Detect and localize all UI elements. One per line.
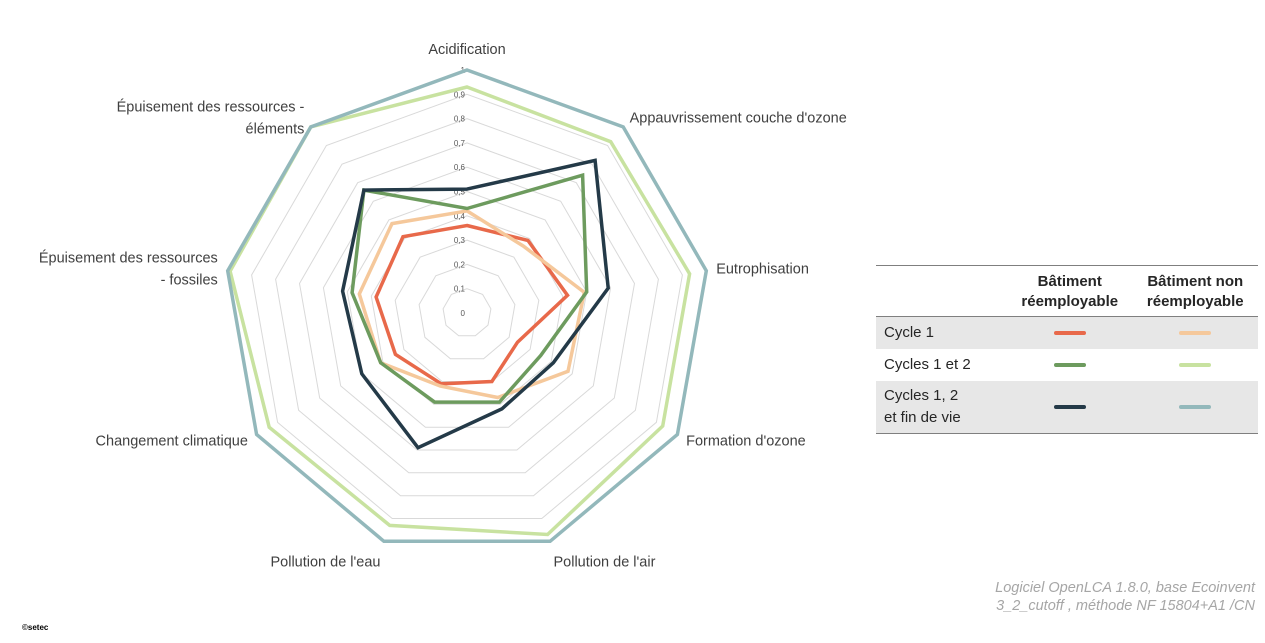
tick-label: 0,1 — [454, 285, 466, 294]
legend-table: Bâtiment réemployable Bâtiment non réemp… — [876, 265, 1258, 434]
legend-row-cycles-1-2-fin-de-vie: Cycles 1, 2 et fin de vie — [876, 381, 1258, 434]
series-line-5 — [225, 68, 709, 544]
source-note-line-2: 3_2_cutoff , méthode NF 15804+A1 /CN — [996, 598, 1255, 614]
tick-label: 0 — [461, 309, 466, 318]
grid-ring — [442, 288, 492, 337]
tick-label: 0,6 — [454, 163, 466, 172]
tick-label: 0,3 — [454, 236, 466, 245]
copyright-label: ©setec — [22, 623, 49, 632]
legend-row-label: Cycle 1 — [876, 316, 1007, 349]
axis-label: Épuisement des ressources -éléments — [117, 99, 305, 138]
tick-label: 0,2 — [454, 260, 466, 269]
legend-row-label: Cycles 1 et 2 — [884, 356, 971, 373]
series-line-4 — [340, 158, 611, 450]
series-line-1 — [357, 209, 587, 400]
axis-label: Pollution de l'air — [554, 555, 656, 571]
legend-row-cycle-1: Cycle 1 — [876, 316, 1258, 349]
legend-swatch-nonreuse-fin-de-vie — [1179, 405, 1212, 410]
radar-series — [225, 68, 709, 544]
legend-swatch-reuse-cycle-1 — [1053, 331, 1086, 336]
axis-label: Appauvrissement couche d'ozone — [630, 111, 847, 127]
legend-header-reuse: Bâtiment réemployable — [1007, 265, 1133, 317]
axis-label: Acidification — [428, 42, 505, 58]
tick-label: 0,7 — [454, 139, 466, 148]
axis-label: Changement climatique — [96, 434, 248, 450]
legend-row-cycles-1-2: Cycles 1 et 2 — [876, 349, 1258, 381]
legend-swatch-reuse-cycles-1-2 — [1053, 363, 1086, 368]
source-note: Logiciel OpenLCA 1.8.0, base Ecoinvent 3… — [995, 579, 1255, 615]
source-note-line-1: Logiciel OpenLCA 1.8.0, base Ecoinvent — [995, 580, 1255, 596]
tick-label: 0,9 — [454, 90, 466, 99]
grid-ring — [251, 93, 683, 519]
legend-swatch-nonreuse-cycles-1-2 — [1179, 363, 1212, 368]
tick-label: 0,8 — [454, 115, 466, 124]
legend-swatch-reuse-fin-de-vie — [1053, 405, 1086, 410]
series-line-2 — [350, 172, 589, 404]
tick-label: 0,4 — [454, 212, 466, 221]
series-line-0 — [374, 223, 570, 386]
axis-label: Formation d'ozone — [686, 434, 806, 450]
axis-label: Pollution de l'eau — [271, 555, 381, 571]
grid-ring — [346, 190, 588, 428]
grid-ring — [298, 142, 636, 474]
tick-label: 0,5 — [454, 188, 466, 197]
radar-tick-labels: 00,10,20,30,40,50,60,70,80,91 — [454, 66, 466, 318]
grid-ring — [275, 118, 659, 497]
legend-header-nonreuse: Bâtiment non réemployable — [1132, 265, 1258, 317]
grid-ring — [394, 239, 540, 382]
axis-label: Épuisement des ressources - fossiles — [39, 250, 218, 289]
grid-ring — [418, 263, 516, 360]
axis-label: Eutrophisation — [716, 262, 809, 278]
radar-axis-labels: Acidification Appauvrissement couche d'oz… — [39, 42, 847, 571]
legend-row-label: Cycles 1, 2 et fin de vie — [876, 381, 1007, 434]
legend-header-row: Bâtiment réemployable Bâtiment non réemp… — [876, 265, 1258, 317]
legend-header-empty — [876, 265, 1007, 317]
legend-swatch-nonreuse-cycle-1 — [1179, 331, 1212, 336]
